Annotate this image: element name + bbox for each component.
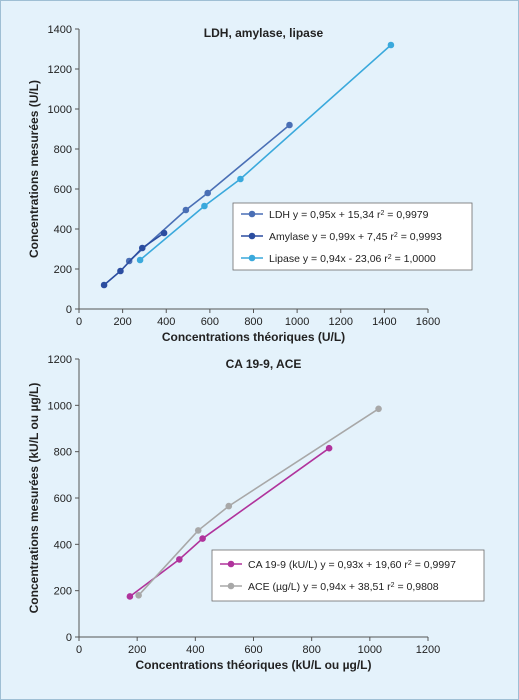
y-tick-label: 600	[54, 493, 72, 505]
legend-label: LDH y = 0,95x + 15,34 r2 = 0,9979	[269, 209, 429, 221]
legend-swatch-marker	[227, 582, 235, 590]
legend-label: Lipase y = 0,94x - 23,06 r2 = 1,0000	[269, 253, 436, 265]
data-point	[138, 244, 146, 252]
data-point	[182, 206, 190, 214]
x-tick-label: 1200	[416, 644, 440, 656]
legend-label: Amylase y = 0,99x + 7,45 r2 = 0,9993	[269, 231, 442, 243]
x-tick-label: 400	[157, 316, 175, 328]
y-tick-label: 200	[54, 264, 72, 276]
legend-box	[232, 202, 473, 271]
y-tick-label: 1000	[48, 104, 72, 116]
x-axis-title: Concentrations théoriques (kU/L ou µg/L)	[135, 658, 371, 672]
data-point	[225, 502, 233, 510]
data-point	[135, 592, 142, 599]
y-tick-label: 0	[66, 304, 72, 316]
data-point	[325, 444, 333, 452]
legend-label: CA 19-9 (kU/L) y = 0,93x + 19,60 r2 = 0,…	[248, 559, 456, 571]
x-tick-label: 1400	[372, 316, 396, 328]
legend-swatch-marker	[248, 254, 256, 262]
chart-1: LDH, amylase, lipase 0 200 400 600 800 1000 120…	[27, 24, 473, 344]
legend: CA 19-9 (kU/L) y = 0,93x + 19,60 r2 = 0,…	[211, 549, 485, 602]
data-point	[204, 189, 211, 197]
data-point	[286, 121, 293, 129]
data-point	[194, 527, 202, 534]
series-line	[138, 408, 379, 596]
y-tick-label: 1200	[48, 354, 72, 366]
y-axis-title: Concentrations mesurées (U/L)	[27, 80, 41, 258]
y-tick-label: 400	[54, 539, 72, 551]
y-tick-label: 1200	[48, 64, 72, 76]
y-tick-label: 800	[54, 144, 72, 156]
legend-swatch-marker	[248, 232, 256, 240]
data-point	[136, 256, 144, 264]
y-tick-label: 1400	[48, 24, 72, 36]
x-tick-label: 400	[186, 644, 204, 656]
series-ace-g-l-	[135, 405, 382, 599]
x-tick-label: 1000	[285, 316, 309, 328]
x-tick-label: 800	[244, 316, 262, 328]
y-tick-label: 800	[54, 447, 72, 459]
legend-box	[211, 549, 485, 602]
legend: LDH y = 0,95x + 15,34 r2 = 0,9979 Amylase…	[232, 202, 473, 271]
y-tick-label: 400	[54, 224, 72, 236]
legend-label: ACE (µg/L) y = 0,94x + 38,51 r2 = 0,9808	[248, 581, 439, 593]
series-line	[128, 124, 291, 262]
y-axis-title: Concentrations mesurées (kU/L ou µg/L)	[27, 383, 41, 614]
data-point	[126, 593, 134, 600]
x-tick-label: 200	[113, 316, 131, 328]
x-tick-label: 200	[128, 644, 146, 656]
y-tick-label: 1000	[48, 400, 72, 412]
data-point	[199, 535, 206, 542]
chart-2: CA 19-9, ACE 0 200 400 600 800 1000 1200 0 200 400…	[27, 354, 485, 672]
x-tick-label: 600	[201, 316, 219, 328]
data-point	[201, 202, 208, 210]
data-point	[176, 556, 183, 563]
x-axis-title: Concentrations théoriques (U/L)	[162, 330, 345, 344]
series-line	[139, 44, 392, 261]
data-point	[387, 41, 395, 49]
legend-swatch-marker	[248, 210, 256, 218]
chart-title: LDH, amylase, lipase	[204, 26, 324, 40]
y-tick-label: 600	[54, 184, 72, 196]
chart-title: CA 19-9, ACE	[226, 357, 302, 371]
x-tick-label: 1200	[329, 316, 353, 328]
data-point	[237, 175, 244, 183]
series-amylase	[100, 229, 168, 289]
x-tick-label: 1600	[416, 316, 440, 328]
data-point	[160, 229, 168, 237]
x-tick-label: 600	[244, 644, 262, 656]
x-tick-label: 1000	[358, 644, 382, 656]
y-tick-label: 200	[54, 586, 72, 598]
data-point	[100, 281, 108, 289]
x-tick-label: 0	[76, 316, 82, 328]
legend-swatch-marker	[227, 560, 235, 568]
series-lipase	[136, 41, 395, 264]
x-tick-label: 0	[76, 644, 82, 656]
y-tick-label: 0	[66, 632, 72, 644]
x-tick-label: 800	[302, 644, 320, 656]
data-point	[375, 405, 382, 413]
data-point	[117, 267, 124, 275]
series-line	[103, 232, 165, 286]
